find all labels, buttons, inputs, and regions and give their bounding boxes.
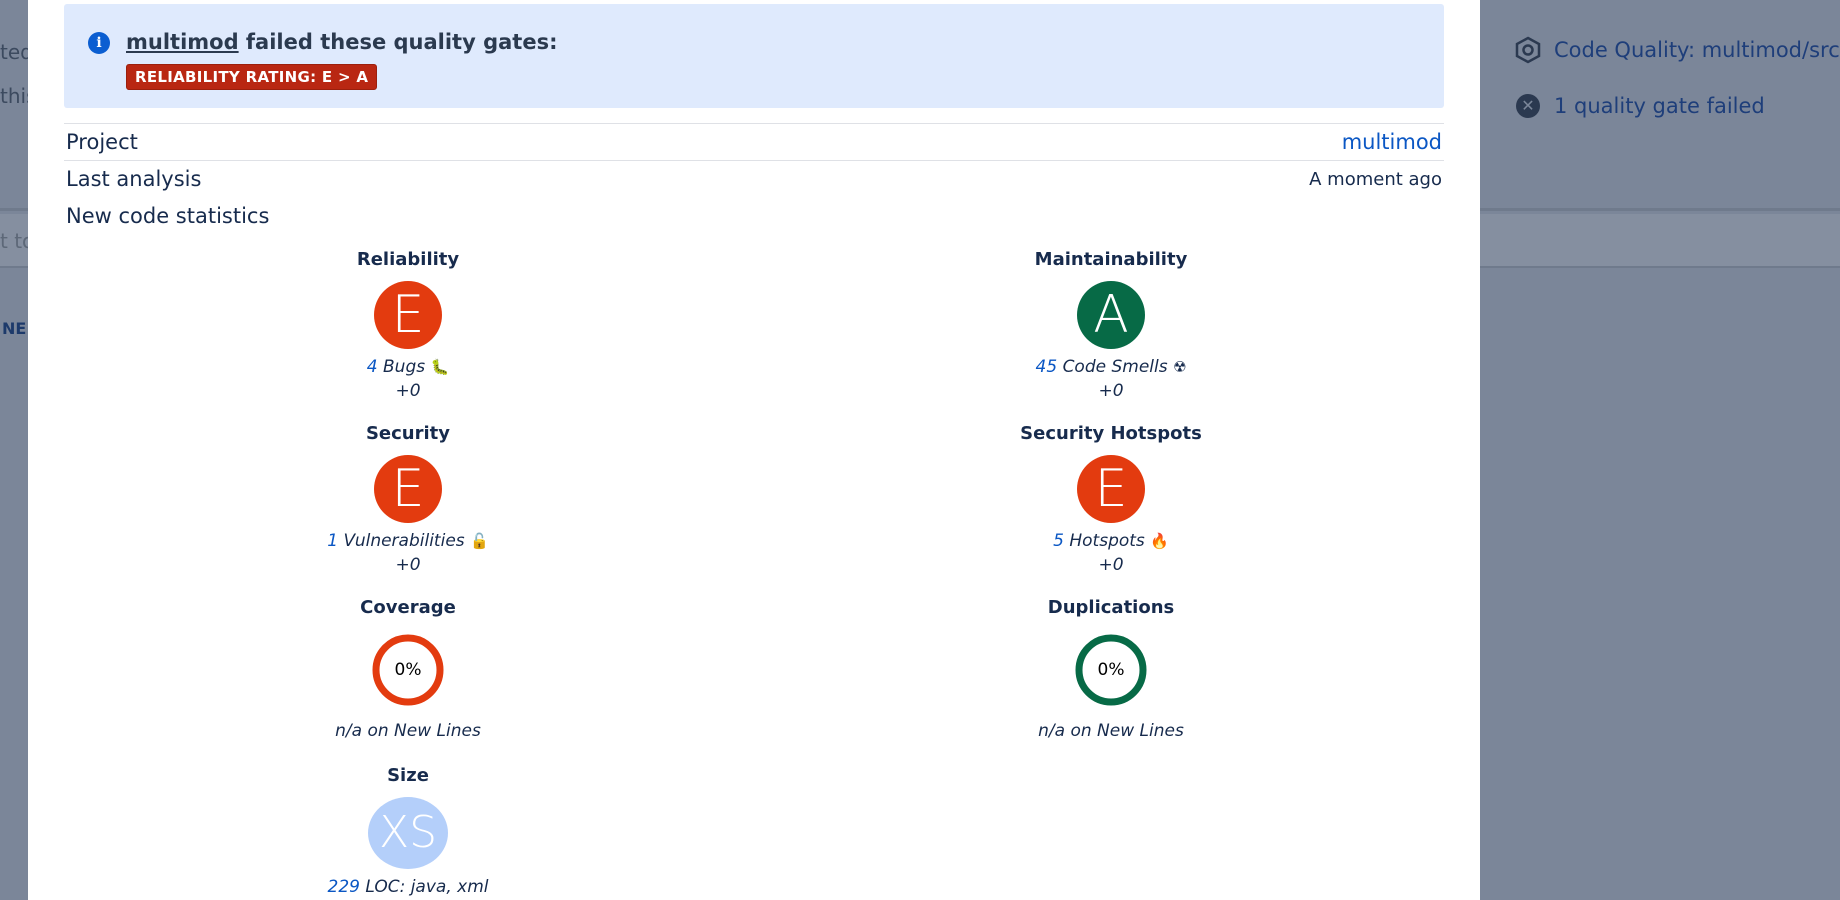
size-count-line: 229 LOC: java, xml — [258, 877, 558, 900]
unlocked-icon: 🔓 — [470, 532, 489, 550]
security-delta: +0 — [395, 555, 421, 575]
duplications-donut: 0% — [1074, 633, 1148, 707]
last-analysis-label: Last analysis — [66, 167, 202, 191]
security-hotspots-title: Security Hotspots — [1020, 423, 1202, 444]
project-label: Project — [66, 130, 138, 154]
maintainability-title: Maintainability — [1034, 249, 1188, 270]
fire-icon: 🔥 — [1150, 532, 1169, 550]
security-title: Security — [365, 423, 451, 444]
project-value-link[interactable]: multimod — [1341, 130, 1442, 154]
size-title: Size — [387, 765, 429, 786]
duplications-percent: 0% — [1097, 660, 1125, 680]
coverage-metric: Coverage 0% n/a on New Lines — [258, 597, 558, 741]
maintainability-delta: +0 — [1098, 381, 1124, 401]
coverage-caption: n/a on New Lines — [335, 721, 481, 741]
security-hotspots-rating: E — [1077, 455, 1145, 523]
x-circle-icon: ✕ — [1514, 92, 1542, 120]
quality-gate-label: 1 quality gate failed — [1554, 94, 1765, 118]
code-quality-label: Code Quality: multimod/src — [1554, 38, 1840, 62]
reliability-count-line: 4 Bugs 🐛 — [258, 357, 558, 381]
coverage-percent: 0% — [394, 660, 422, 680]
failure-banner: i multimod failed these quality gates: R… — [64, 4, 1444, 108]
background-status-panel: Code Quality: multimod/src ✕ 1 quality g… — [1514, 30, 1840, 142]
project-row: Project multimod — [64, 123, 1444, 160]
security-metric: Security E 1 Vulnerabilities 🔓 +0 — [258, 423, 558, 579]
code-quality-link[interactable]: Code Quality: multimod/src — [1514, 30, 1840, 70]
last-analysis-row: Last analysis A moment ago — [64, 160, 1444, 197]
new-code-statistics-title: New code statistics — [66, 204, 270, 228]
hotspots-count-link[interactable]: 5 — [1053, 531, 1064, 551]
failed-gate-badge: RELIABILITY RATING: E > A — [126, 64, 378, 90]
loc-label: LOC: java, xml — [365, 877, 489, 897]
coverage-donut: 0% — [371, 633, 445, 707]
background-text-fragment: ted — [0, 40, 33, 64]
duplications-title: Duplications — [1047, 597, 1175, 618]
maintainability-rating: A — [1077, 281, 1145, 349]
loc-count-link[interactable]: 229 — [327, 877, 360, 897]
bugs-count-link[interactable]: 4 — [366, 357, 378, 377]
quality-gate-status[interactable]: ✕ 1 quality gate failed — [1514, 86, 1840, 126]
size-metric: Size XS 229 LOC: java, xml — [258, 765, 558, 900]
failure-message-text: failed these quality gates: — [238, 30, 558, 54]
hotspots-count-line: 5 Hotspots 🔥 — [961, 531, 1261, 555]
security-hotspots-metric: Security Hotspots E 5 Hotspots 🔥 +0 — [961, 423, 1261, 579]
project-info-table: Project multimod Last analysis A moment … — [64, 123, 1444, 197]
security-count-line: 1 Vulnerabilities 🔓 — [258, 531, 558, 555]
size-rating: XS — [368, 797, 448, 869]
reliability-rating: E — [374, 281, 442, 349]
reliability-title: Reliability — [356, 249, 460, 270]
reliability-metric: Reliability E 4 Bugs 🐛 +0 — [258, 249, 558, 405]
bugs-label: Bugs — [383, 357, 426, 377]
last-analysis-value: A moment ago — [1309, 168, 1442, 190]
vulnerabilities-count-link[interactable]: 1 — [327, 531, 339, 551]
security-rating: E — [374, 455, 442, 523]
vulnerabilities-label: Vulnerabilities — [343, 531, 465, 551]
maintainability-count-line: 45 Code Smells ☢ — [961, 357, 1261, 381]
failure-message: multimod failed these quality gates: — [126, 30, 557, 54]
duplications-caption: n/a on New Lines — [1038, 721, 1184, 741]
duplications-metric: Duplications 0% n/a on New Lines — [961, 597, 1261, 741]
radioactive-icon: ☢ — [1173, 358, 1187, 376]
coverage-title: Coverage — [360, 597, 456, 618]
code-smells-count-link[interactable]: 45 — [1035, 357, 1058, 377]
maintainability-metric: Maintainability A 45 Code Smells ☢ +0 — [961, 249, 1261, 405]
bug-icon: 🐛 — [430, 358, 450, 376]
info-icon: i — [88, 32, 110, 54]
quality-gate-modal: i multimod failed these quality gates: R… — [28, 0, 1480, 900]
hexagon-icon — [1514, 36, 1542, 64]
reliability-delta: +0 — [395, 381, 421, 401]
project-link[interactable]: multimod — [126, 30, 239, 54]
background-label-fragment: NE — [2, 319, 27, 338]
code-smells-label: Code Smells — [1062, 357, 1168, 377]
hotspots-delta: +0 — [1098, 555, 1124, 575]
hotspots-label: Hotspots — [1069, 531, 1145, 551]
